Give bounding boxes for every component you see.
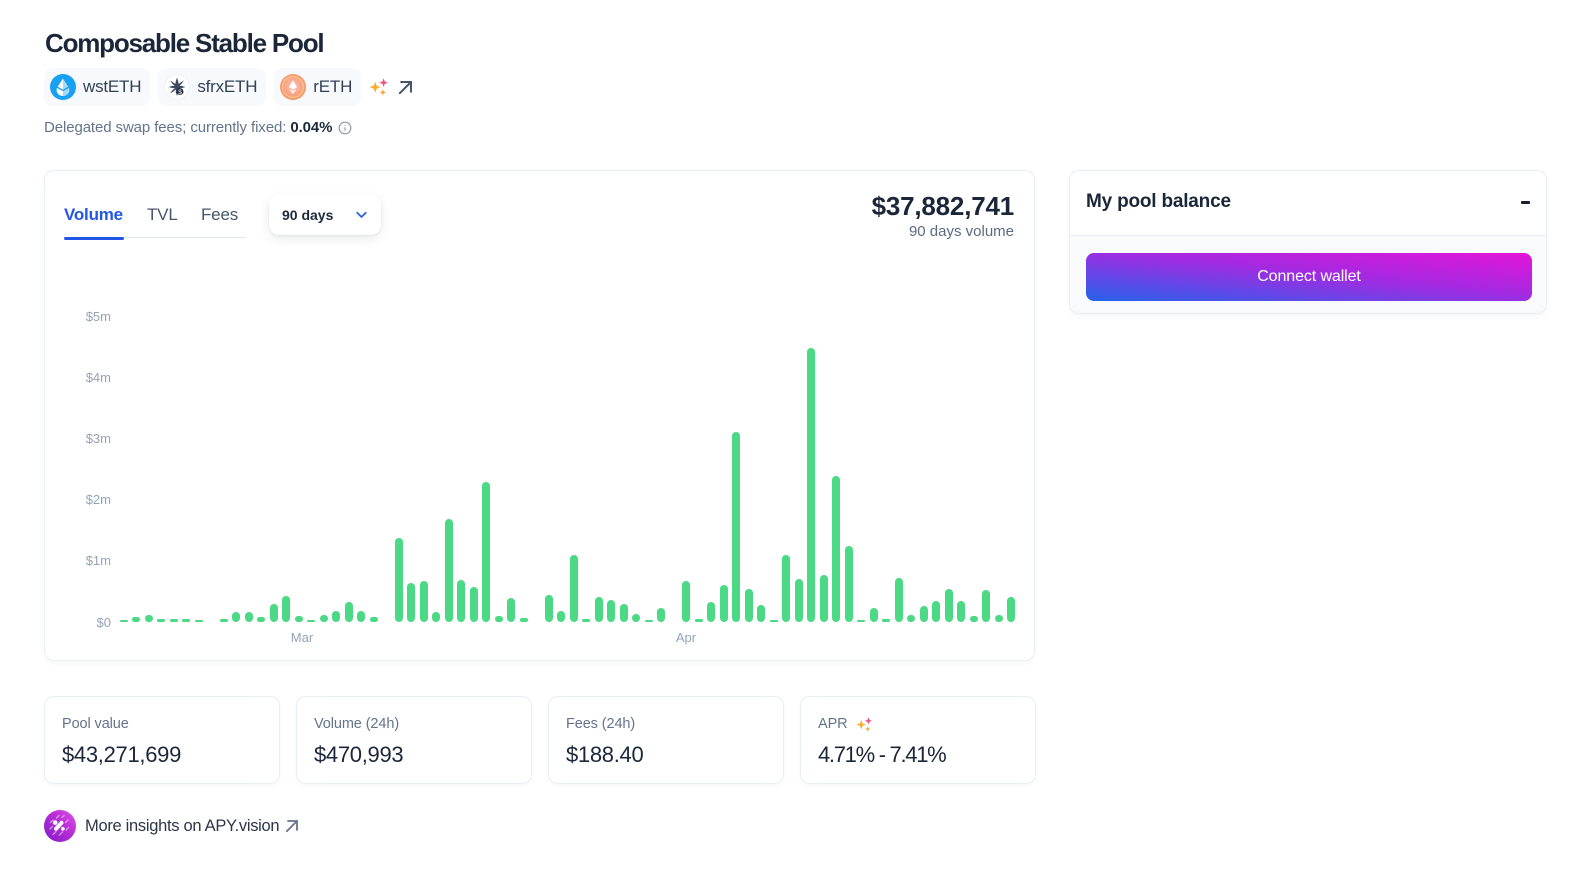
svg-text:$: $ (179, 89, 183, 96)
